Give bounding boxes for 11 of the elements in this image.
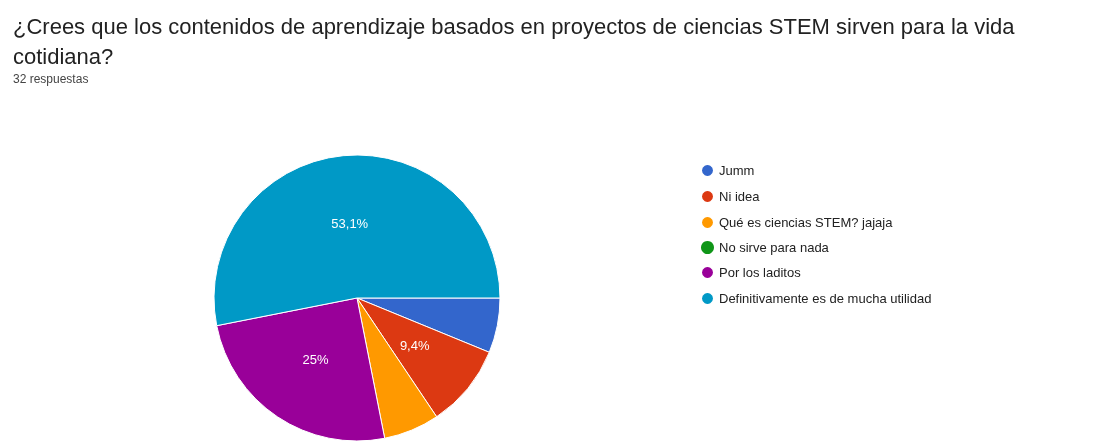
legend-label: Jumm (719, 163, 755, 178)
chart-title: ¿Crees que los contenidos de aprendizaje basados en proyectos de ciencias STEM sirven para la vida cotidiana? (13, 13, 1021, 69)
legend-label: Ni idea (719, 189, 761, 204)
text: 32 respuestas (13, 72, 89, 86)
legend-label: Por los laditos (719, 265, 802, 280)
data-label: 9,4% (399, 337, 430, 353)
legend-label: Definitivamente es de mucha utilidad (719, 291, 932, 306)
data-label: 25% (302, 352, 329, 368)
data-label: 53,1% (331, 216, 369, 232)
legend-label: Qué es ciencias STEM? jajaja (719, 215, 894, 230)
legend-label: No sirve para nada (719, 240, 830, 255)
